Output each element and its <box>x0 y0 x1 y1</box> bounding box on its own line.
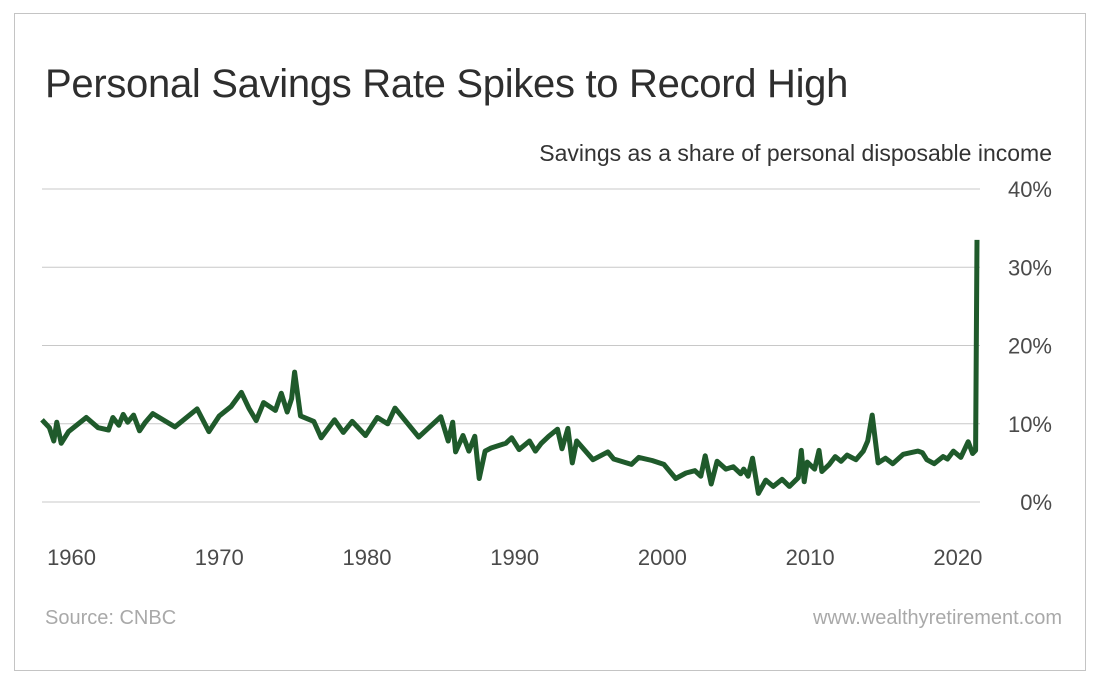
source-credit: Source: CNBC <box>45 607 177 629</box>
x-tick-label: 2020 <box>933 545 982 570</box>
chart-title: Personal Savings Rate Spikes to Record H… <box>45 62 849 106</box>
x-tick-label: 1960 <box>47 545 96 570</box>
chart-frame <box>14 13 1086 671</box>
x-tick-label: 1970 <box>195 545 244 570</box>
x-tick-label: 2000 <box>638 545 687 570</box>
series-layer <box>40 239 980 496</box>
y-tick-label: 30% <box>1008 255 1052 280</box>
website-credit: www.wealthyretirement.com <box>813 607 1062 629</box>
gridlines <box>42 188 980 503</box>
y-tick-label: 20% <box>1008 334 1052 359</box>
y-tick-label: 40% <box>1008 177 1052 202</box>
y-tick-label: 10% <box>1008 412 1052 437</box>
x-tick-label: 1990 <box>490 545 539 570</box>
x-axis-tick-labels: 1960 1970 1980 1990 2000 2010 2020 <box>47 545 982 570</box>
y-axis-tick-labels: 0% 10% 20% 30% 40% <box>1008 177 1052 515</box>
y-tick-label: 0% <box>1020 490 1052 515</box>
series-line-savings-rate <box>40 239 980 496</box>
x-tick-label: 1980 <box>342 545 391 570</box>
chart-subtitle: Savings as a share of personal disposabl… <box>539 140 1052 166</box>
x-tick-label: 2010 <box>786 545 835 570</box>
